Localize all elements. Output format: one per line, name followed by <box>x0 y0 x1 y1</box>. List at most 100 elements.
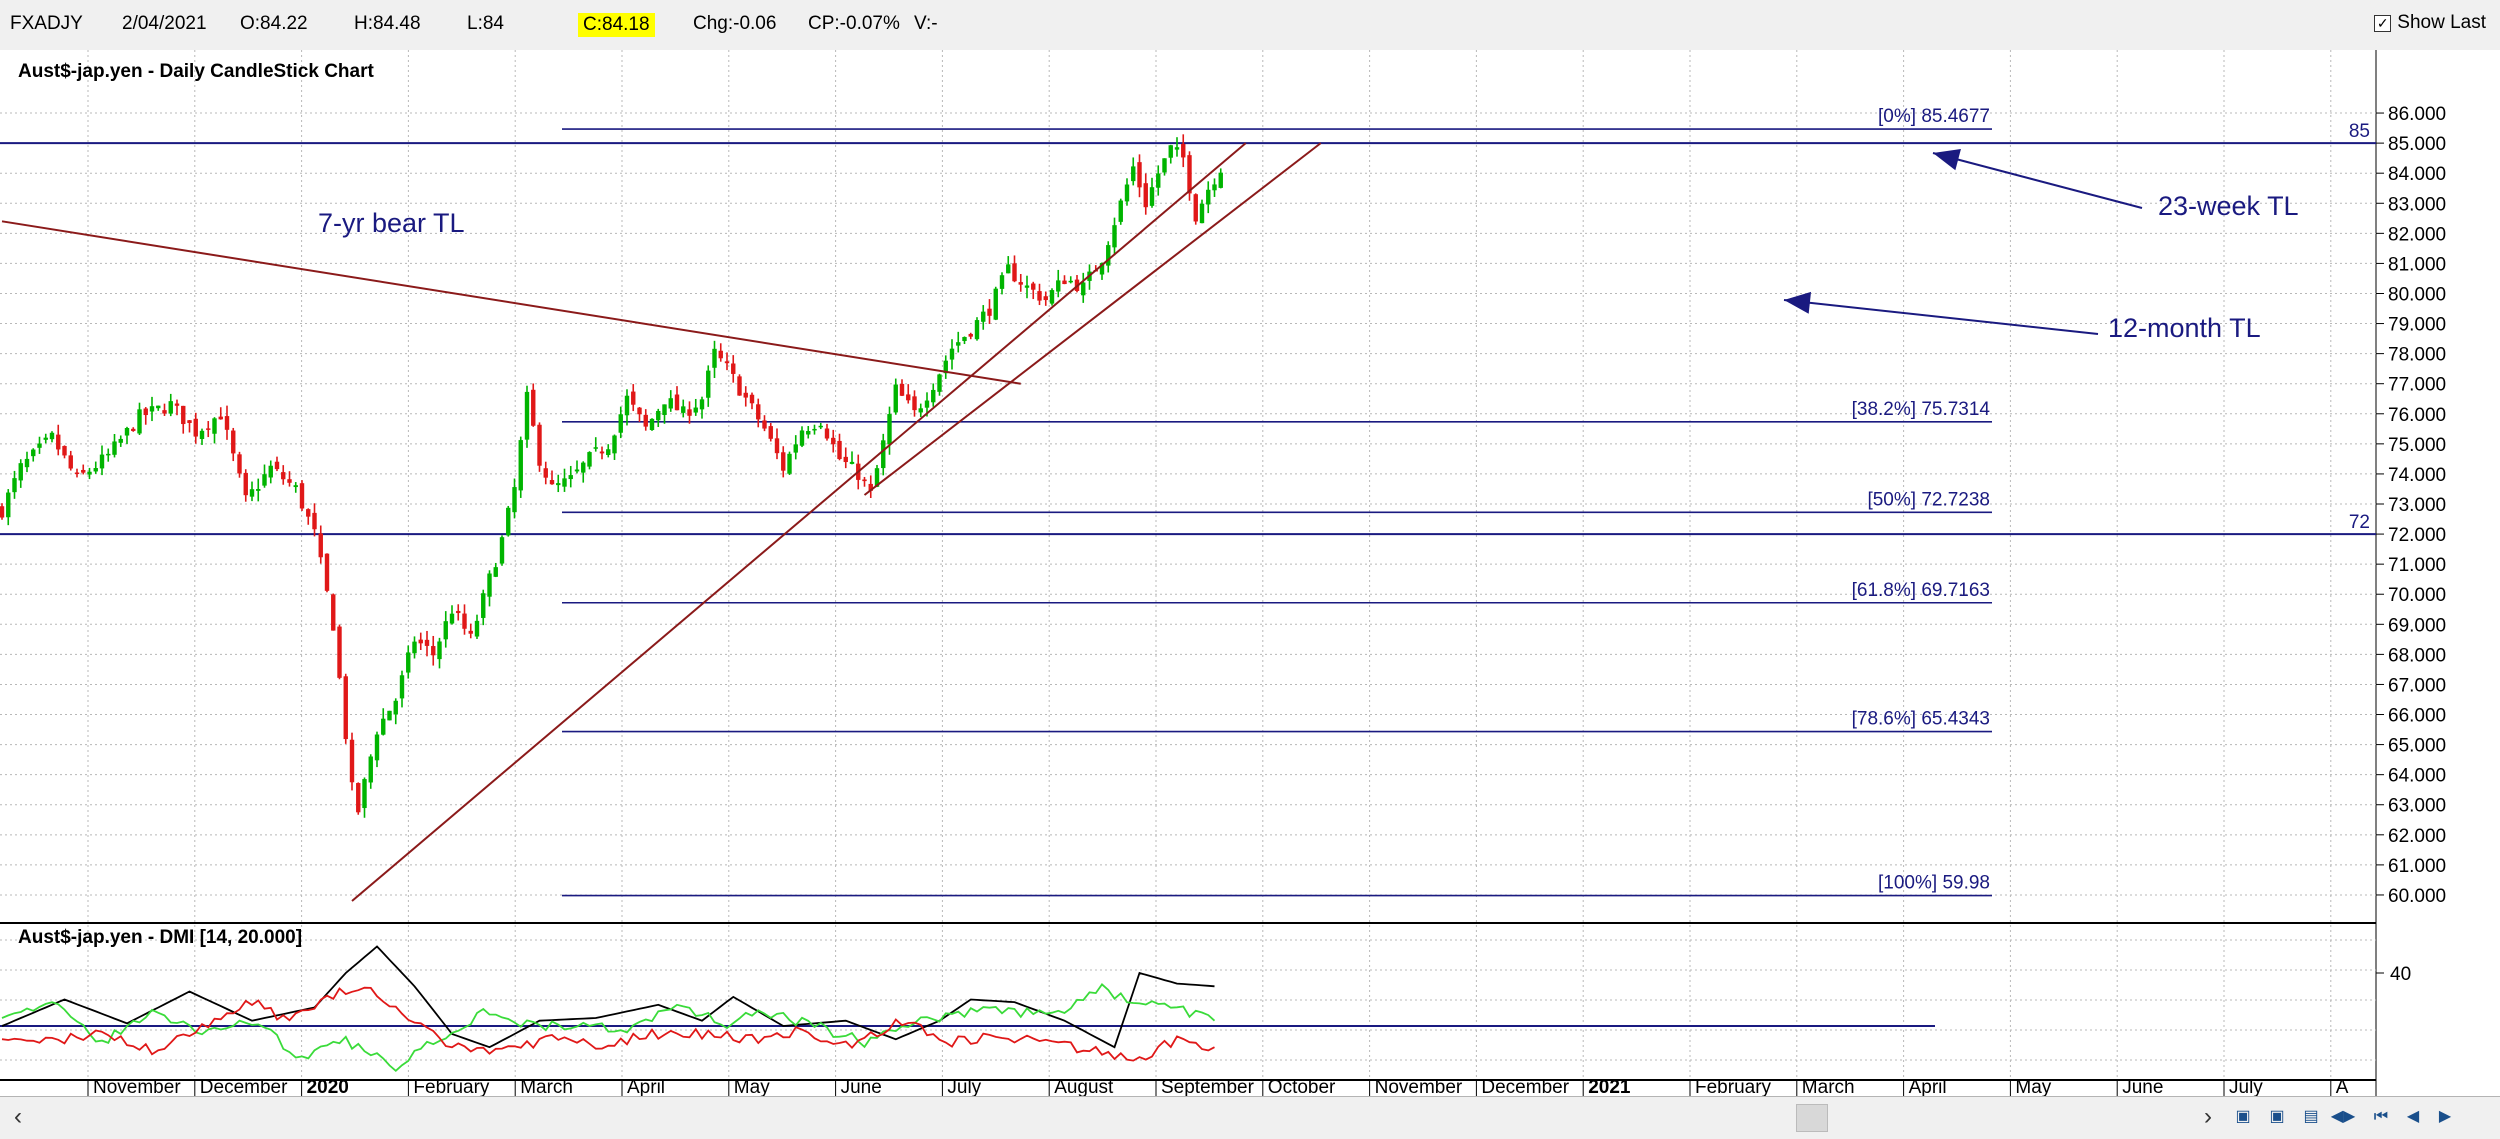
candle-body <box>1018 282 1023 285</box>
candle-body <box>456 610 461 614</box>
candle-body <box>656 410 661 421</box>
candle-body <box>1037 291 1042 301</box>
zoom-reset-icon[interactable]: ▤ <box>2303 1108 2319 1125</box>
arrow-23-week-icon-head <box>1933 148 1961 171</box>
candle-body <box>599 451 605 454</box>
candle-body <box>293 485 298 488</box>
high-value: H:84.48 <box>354 13 421 34</box>
candle-body <box>799 430 805 446</box>
x-tick-label: February <box>413 1077 490 1096</box>
trendline <box>1 220 1021 385</box>
candle-body <box>331 594 336 631</box>
fib-level-label: [38.2%] 75.7314 <box>1852 399 1991 420</box>
candle-body <box>981 311 986 322</box>
show-last-toggle[interactable]: ✓ Show Last <box>2374 12 2486 34</box>
fibonacci-layer: [0%] 85.4677 [38.2%] 75.7314 [50%] 72.7238… <box>562 106 1992 897</box>
candle-body <box>831 437 836 445</box>
pan-both-icon[interactable]: ◀▶ <box>2330 1108 2356 1125</box>
candle-body <box>524 391 530 440</box>
change-value: Chg:-0.06 <box>693 13 777 34</box>
candle-body <box>431 646 436 656</box>
candle-body <box>743 392 748 398</box>
candle-body <box>749 394 755 404</box>
fib-level-label: [100%] 59.98 <box>1878 873 1990 894</box>
candle-body <box>1099 263 1105 275</box>
candle-body <box>1199 203 1205 224</box>
scroll-thumb[interactable] <box>1796 1104 1828 1132</box>
candle-body <box>306 509 311 517</box>
candle-body <box>31 449 36 457</box>
candle-body <box>1006 264 1011 274</box>
candle-body <box>812 428 817 431</box>
candle-body <box>1137 162 1142 188</box>
candle-body <box>506 507 511 536</box>
candle-body <box>862 479 867 482</box>
candle-body <box>899 383 905 396</box>
candle-body <box>187 420 192 424</box>
candle-body <box>637 407 642 415</box>
dmi-y-tick-label: 40 <box>2390 964 2411 985</box>
candle-body <box>756 404 761 420</box>
x-tick-label: April <box>1909 1077 1947 1096</box>
annotation-23-week-tl: 23-week TL <box>2158 191 2299 221</box>
first-page-icon[interactable]: ⏮ <box>2373 1108 2389 1125</box>
y-tick-label: 77.000 <box>2388 375 2446 396</box>
scroll-left-arrow-icon[interactable]: ‹ <box>14 1103 22 1130</box>
scroll-right-arrow-icon[interactable]: › <box>2204 1103 2212 1130</box>
zoom-in-icon[interactable]: ▣ <box>2235 1108 2251 1125</box>
candle-body <box>418 639 423 644</box>
candle-body <box>556 483 561 486</box>
annotation-12-month-tl: 12-month TL <box>2108 313 2261 343</box>
candle-body <box>1012 263 1017 282</box>
chart-canvas[interactable]: [0%] 85.4677 [38.2%] 75.7314 [50%] 72.7238… <box>0 50 2500 1096</box>
y-tick-label: 75.000 <box>2388 435 2446 456</box>
candle-body <box>262 474 267 486</box>
candle-body <box>1131 166 1136 182</box>
candle-body <box>487 573 492 597</box>
annotation-bear-tl: 7-yr bear TL <box>318 208 465 238</box>
previous-page-icon[interactable]: ◀ <box>2406 1108 2420 1125</box>
candle-body <box>731 363 736 374</box>
candle-body <box>568 475 573 480</box>
candle-body <box>531 389 536 426</box>
x-tick-label: June <box>2122 1077 2163 1096</box>
next-page-icon[interactable]: ▶ <box>2438 1108 2452 1125</box>
candle-body <box>437 641 442 660</box>
arrow-23-week-icon <box>1932 152 2143 209</box>
candle-body <box>224 416 230 430</box>
trendline <box>863 142 1322 496</box>
horizontal-level-label: 72 <box>2349 512 2370 533</box>
candle-body <box>818 425 823 428</box>
candle-body <box>849 461 855 464</box>
zoom-out-icon[interactable]: ▣ <box>2269 1108 2285 1125</box>
show-last-checkbox[interactable]: ✓ <box>2374 14 2392 32</box>
candle-body <box>124 427 130 436</box>
y-tick-label: 83.000 <box>2388 194 2446 215</box>
dmi-series-line <box>1 983 1216 1072</box>
candle-body <box>193 418 198 437</box>
candle-body <box>824 428 830 439</box>
candle-body <box>537 424 542 466</box>
candle-body <box>974 320 980 340</box>
x-tick-label: A <box>2336 1077 2349 1096</box>
candle-body <box>762 420 767 429</box>
y-tick-label: 78.000 <box>2388 345 2446 366</box>
candle-body <box>449 613 455 624</box>
candle-body <box>493 567 498 577</box>
y-tick-label: 63.000 <box>2388 796 2446 817</box>
bottom-scrollbar[interactable]: ‹ › ▣ ▣ ▤ ◀▶ ⏮ ◀ ▶ <box>0 1096 2500 1139</box>
candle-body <box>1206 189 1211 205</box>
candle-body <box>212 418 217 434</box>
candle-body <box>174 403 180 406</box>
candle-body <box>281 472 286 480</box>
candle-body <box>337 626 342 678</box>
candle-body <box>918 408 923 413</box>
candle-body <box>724 361 730 364</box>
candle-body <box>1068 280 1073 283</box>
candle-body <box>737 376 742 396</box>
candle-body <box>49 432 55 440</box>
candle-body <box>893 384 898 413</box>
candle-body <box>381 718 386 735</box>
candle-body <box>562 478 567 487</box>
candle-body <box>937 374 942 392</box>
